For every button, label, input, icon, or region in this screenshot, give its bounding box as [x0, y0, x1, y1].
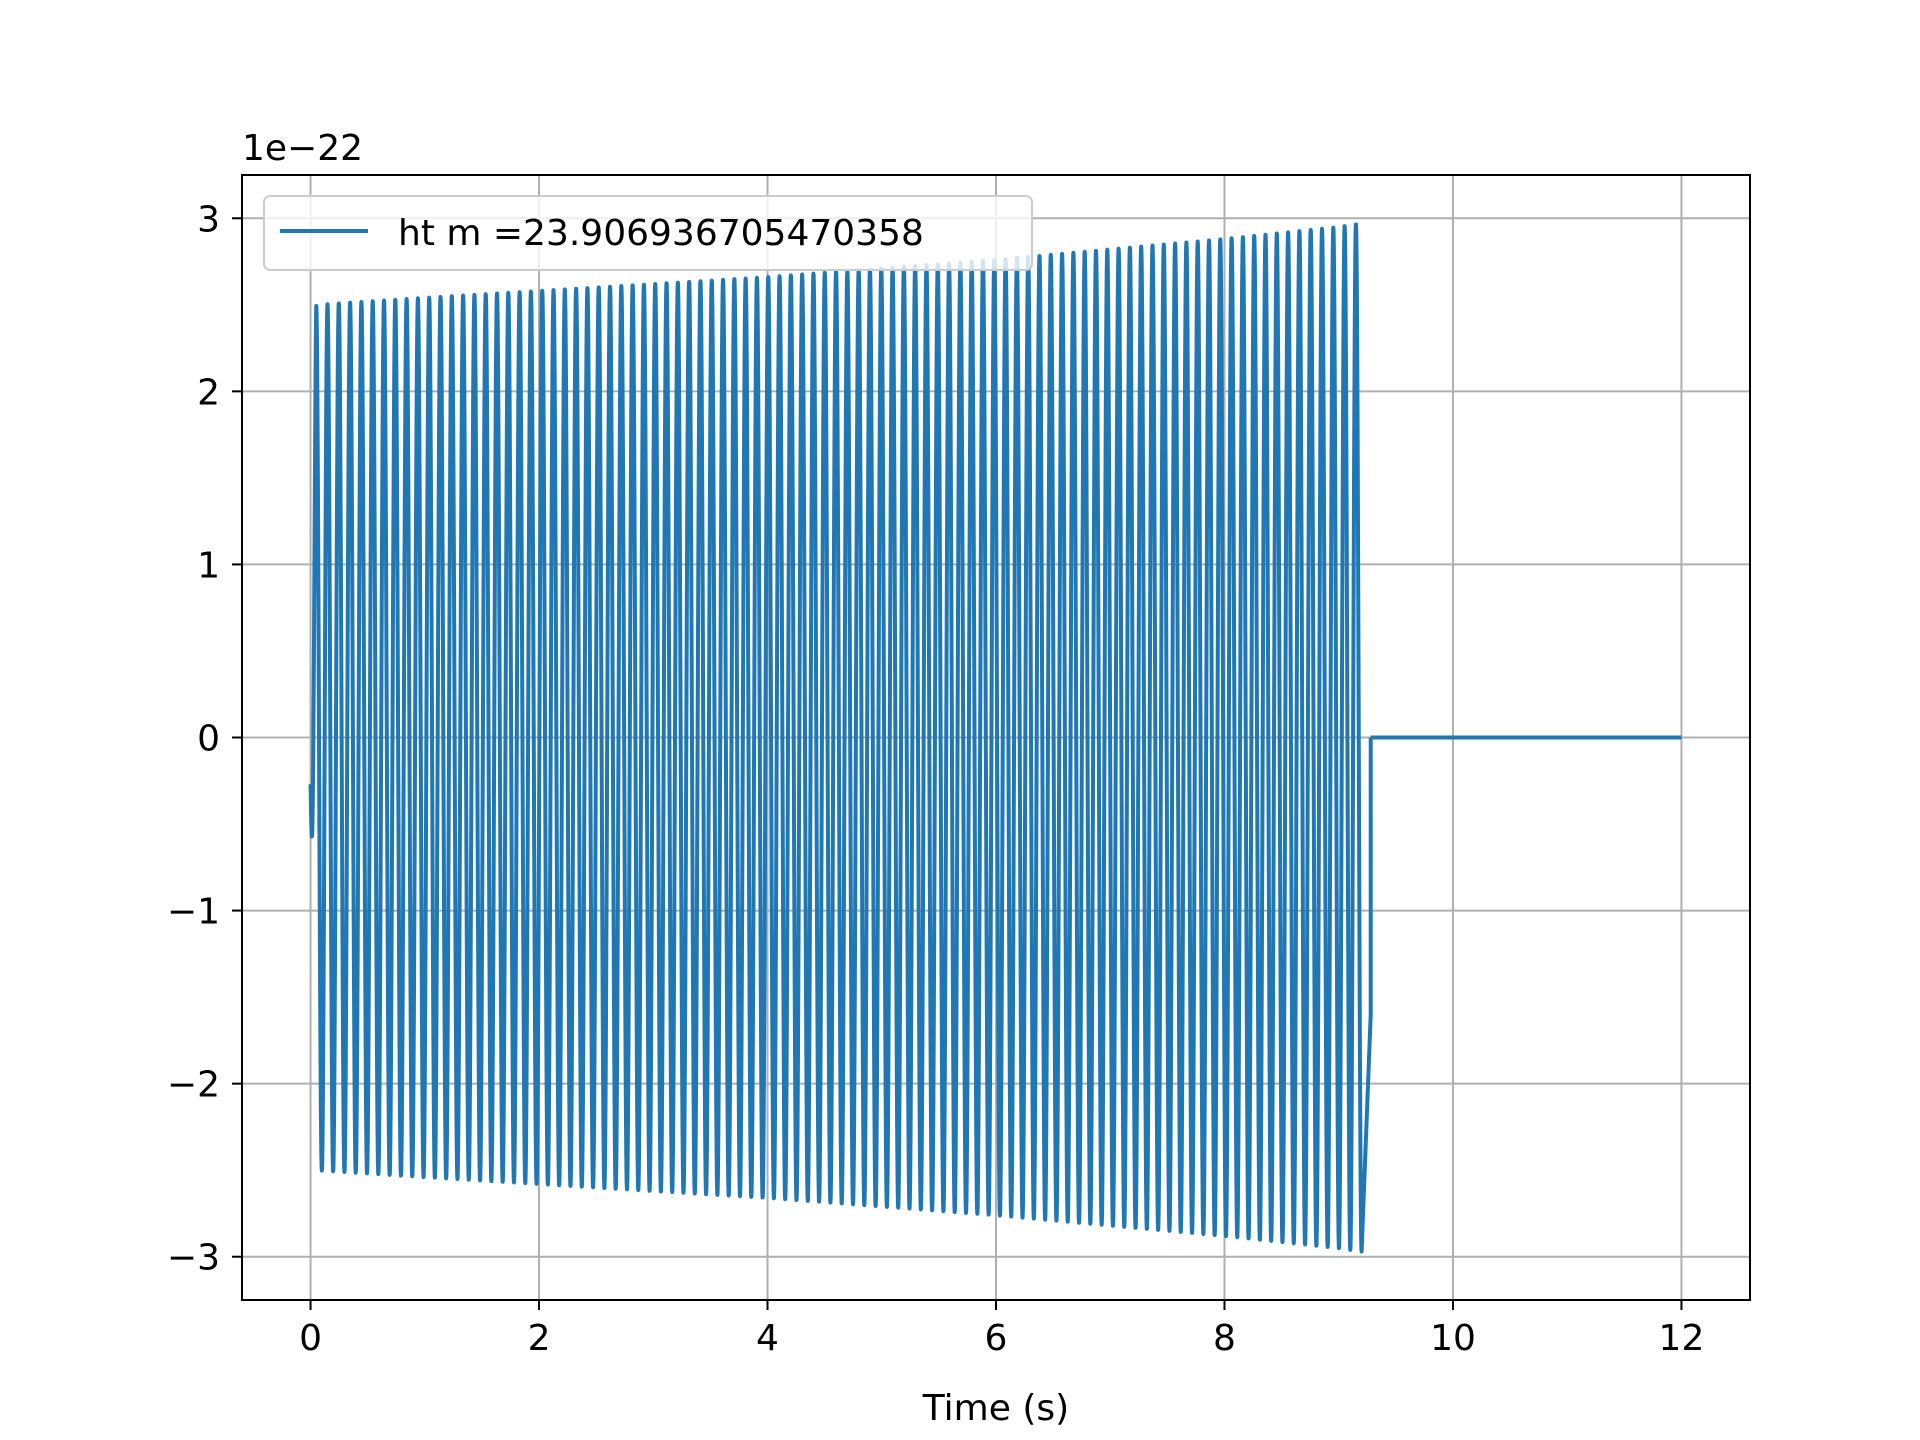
x-tick-label: 2: [528, 1318, 551, 1359]
x-tick-label: 0: [299, 1318, 322, 1359]
y-axis-offset-label: 1e−22: [242, 128, 363, 169]
x-axis-label: Time (s): [922, 1388, 1069, 1429]
y-tick-label: −1: [167, 892, 220, 933]
plot-area: [308, 222, 1682, 1254]
x-tick-label: 6: [985, 1318, 1008, 1359]
y-tick-label: 1: [197, 545, 220, 586]
y-tick-label: −3: [167, 1238, 220, 1279]
y-tick-label: 0: [197, 719, 220, 760]
legend-box: [263, 195, 1033, 271]
legend-label: ht m =23.906936705470358: [398, 213, 924, 254]
legend: ht m =23.906936705470358: [263, 195, 1033, 271]
x-tick-label: 4: [756, 1318, 779, 1359]
x-tick-label: 12: [1659, 1318, 1705, 1359]
x-tick-label: 8: [1213, 1318, 1236, 1359]
y-tick-label: −2: [167, 1065, 220, 1106]
x-tick-label: 10: [1430, 1318, 1476, 1359]
y-tick-label: 3: [197, 199, 220, 240]
series-line-ht: [308, 222, 1373, 1254]
y-tick-label: 2: [197, 372, 220, 413]
